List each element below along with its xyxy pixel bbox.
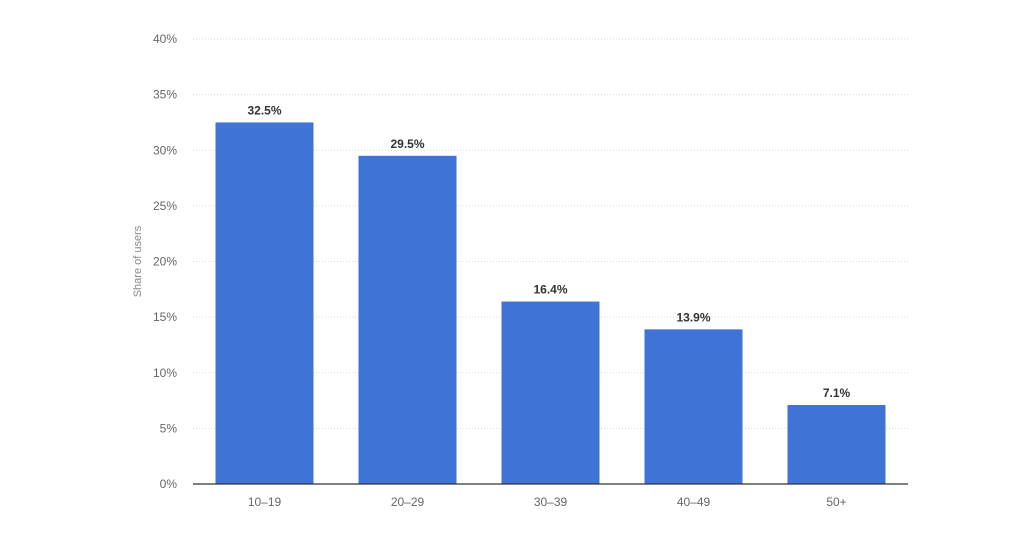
x-tick-label: 40–49 xyxy=(677,495,711,509)
y-tick-label: 20% xyxy=(153,255,177,269)
x-tick-label: 10–19 xyxy=(248,495,282,509)
bar-20-29 xyxy=(358,155,457,484)
bar-layer xyxy=(215,122,886,484)
y-tick-label: 0% xyxy=(160,477,178,491)
bar-50+ xyxy=(787,405,886,484)
x-tick-label: 20–29 xyxy=(391,495,425,509)
data-label: 13.9% xyxy=(676,310,710,324)
data-label: 16.4% xyxy=(533,283,567,297)
y-tick-label: 30% xyxy=(153,143,177,157)
bar-40-49 xyxy=(644,329,743,484)
label-layer: 0% 5% 10% 15% 20% 25% 30% 35% 40% 32.5% 10–19 29.5%… xyxy=(153,32,851,509)
y-tick-label: 10% xyxy=(153,366,177,380)
data-label: 32.5% xyxy=(247,103,281,117)
bar-30-39 xyxy=(501,301,600,484)
y-tick-label: 5% xyxy=(160,421,178,435)
bar-10-19 xyxy=(215,122,314,484)
data-label: 29.5% xyxy=(390,137,424,151)
y-tick-label: 15% xyxy=(153,310,177,324)
x-tick-label: 50+ xyxy=(826,495,846,509)
data-label: 7.1% xyxy=(823,386,851,400)
y-tick-label: 40% xyxy=(153,32,177,46)
y-tick-label: 35% xyxy=(153,88,177,102)
y-tick-label: 25% xyxy=(153,199,177,213)
y-axis-title: Share of users xyxy=(132,225,144,297)
x-tick-label: 30–39 xyxy=(534,495,568,509)
